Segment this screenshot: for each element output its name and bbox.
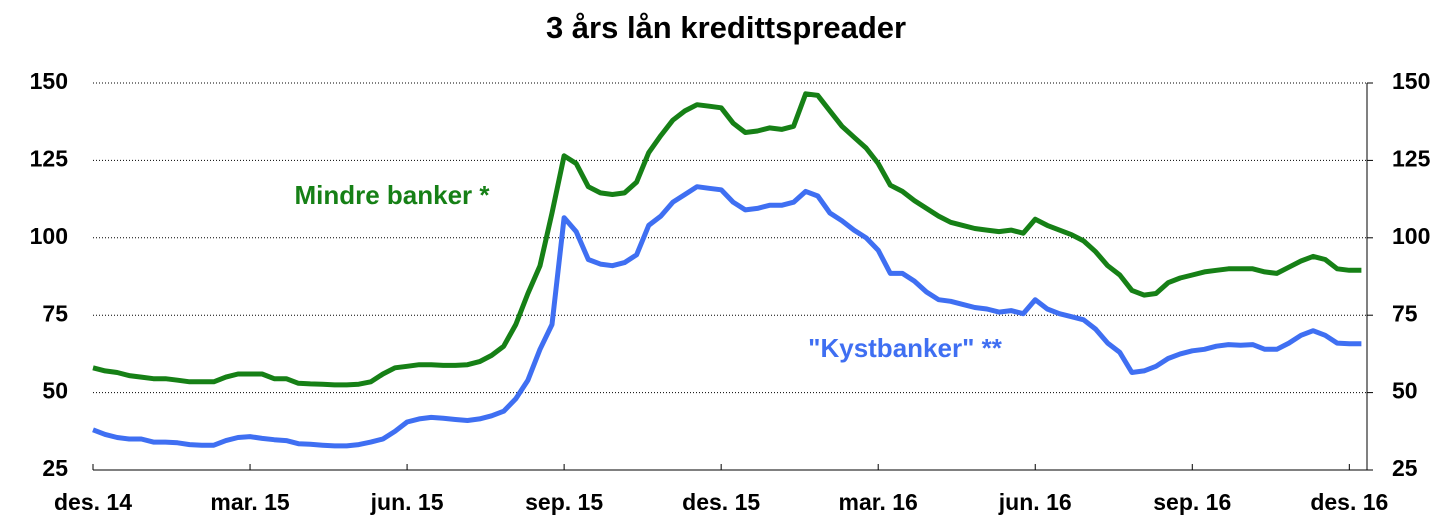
series-label: "Kystbanker" ** [808,333,1003,363]
series-label: Mindre banker * [294,180,490,210]
x-tick-label: jun. 15 [370,489,444,515]
y-tick-label: 25 [42,455,68,481]
y-tick-label: 150 [30,68,68,94]
x-tick-label: jun. 16 [998,489,1072,515]
x-tick-label: sep. 15 [525,489,603,515]
x-tick-label: sep. 16 [1153,489,1231,515]
y2-tick-label: 50 [1392,378,1418,404]
y2-tick-label: 25 [1392,455,1418,481]
series-line [92,91,1362,388]
x-tick-label: des. 15 [682,489,760,515]
y2-tick-label: 75 [1392,300,1418,326]
chart-title: 3 års lån kredittspreader [546,10,906,45]
y-tick-label: 125 [30,145,69,171]
y-tick-label: 50 [42,378,68,404]
series-line [92,184,1362,449]
x-tick-label: des. 16 [1310,489,1388,515]
y-tick-label: 100 [30,223,68,249]
x-tick-label: mar. 16 [839,489,918,515]
y-tick-label: 75 [42,300,68,326]
y2-tick-label: 125 [1392,145,1431,171]
y2-tick-label: 100 [1392,223,1430,249]
y2-tick-label: 150 [1392,68,1430,94]
x-tick-label: mar. 15 [210,489,289,515]
x-tick-label: des. 14 [54,489,132,515]
